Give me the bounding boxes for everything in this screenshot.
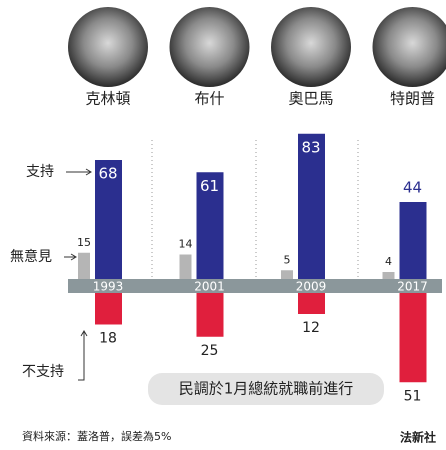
portrait <box>271 7 351 87</box>
bar <box>400 293 427 382</box>
bar <box>281 270 293 279</box>
value-label: 68 <box>98 165 117 183</box>
value-label: 83 <box>301 138 320 156</box>
value-label: 15 <box>77 236 91 249</box>
value-label: 14 <box>179 238 193 251</box>
legend-label: 不支持 <box>22 364 64 380</box>
legend-label: 無意見 <box>10 248 52 265</box>
bar <box>78 253 90 279</box>
annotation: 民調於1月總統就職前進行 <box>179 380 354 398</box>
legend-label: 支持 <box>26 164 54 180</box>
x-tick-label: 2017 <box>397 280 428 294</box>
baseline-band <box>68 279 442 293</box>
president-name: 布什 <box>194 90 224 108</box>
value-label: 51 <box>404 388 422 404</box>
value-label: 18 <box>99 331 117 347</box>
value-label: 61 <box>200 177 219 195</box>
bar <box>197 293 224 337</box>
source: 資料來源：蓋洛普，誤差為5% <box>22 429 171 443</box>
value-label: 12 <box>302 320 320 336</box>
x-tick-label: 1993 <box>93 280 124 294</box>
bar <box>400 202 427 279</box>
x-tick-label: 2009 <box>296 280 327 294</box>
bar <box>180 255 192 280</box>
value-label: 4 <box>385 255 392 268</box>
value-label: 5 <box>284 253 291 266</box>
president-name: 特朗普 <box>390 90 435 108</box>
president-name: 奧巴馬 <box>288 90 333 108</box>
president-name: 克林頓 <box>85 90 130 108</box>
portrait <box>68 7 148 87</box>
bar <box>95 293 122 325</box>
bar <box>383 272 395 279</box>
portrait <box>373 7 446 87</box>
portrait <box>170 7 250 87</box>
chart: 支持 無意見 不支持 民調於1月總統就職前進行 資料來源：蓋洛普，誤差為5% 法… <box>0 0 446 450</box>
value-label: 25 <box>201 343 219 359</box>
bar <box>298 293 325 314</box>
credit: 法新社 <box>400 430 436 445</box>
x-tick-label: 2001 <box>194 280 225 294</box>
value-label: 44 <box>403 179 422 197</box>
